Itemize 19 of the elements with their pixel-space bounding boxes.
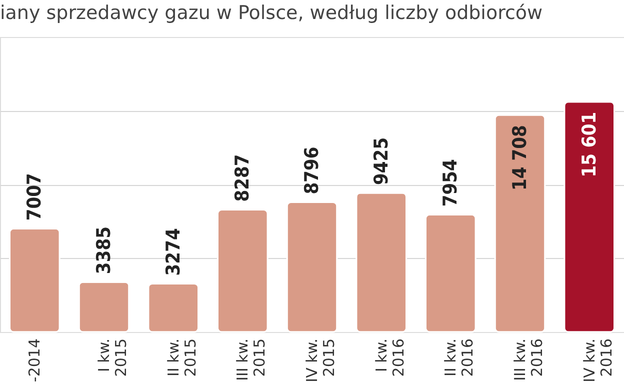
x-tick-label: -2014	[26, 338, 44, 382]
chart-title: iany sprzedawcy gazu w Polsce, według liczby odbiorców	[0, 2, 543, 24]
x-tick-label: I kw. 2016	[372, 338, 408, 377]
x-tick-label: IV kw. 2015	[303, 338, 338, 382]
data-label: 8796	[301, 146, 323, 194]
x-tick-label: II kw. 2015	[164, 338, 200, 377]
data-label: 9425	[370, 137, 392, 185]
x-tick-label: III kw. 2015	[234, 338, 269, 381]
data-label: 7954	[440, 159, 462, 207]
x-tick-label: II kw. 2016	[442, 338, 477, 377]
data-label: 15 601	[578, 112, 600, 178]
data-label: 3274	[162, 228, 184, 276]
data-label: 14 708	[509, 125, 531, 190]
data-label: 8287	[232, 154, 254, 202]
x-tick-label: I kw. 2015	[95, 338, 130, 377]
data-label: 7007	[24, 173, 46, 221]
x-tick-label: IV kw. 2016	[580, 338, 616, 382]
x-tick-label: III kw. 2016	[511, 338, 546, 381]
data-label: 3385	[93, 226, 115, 274]
